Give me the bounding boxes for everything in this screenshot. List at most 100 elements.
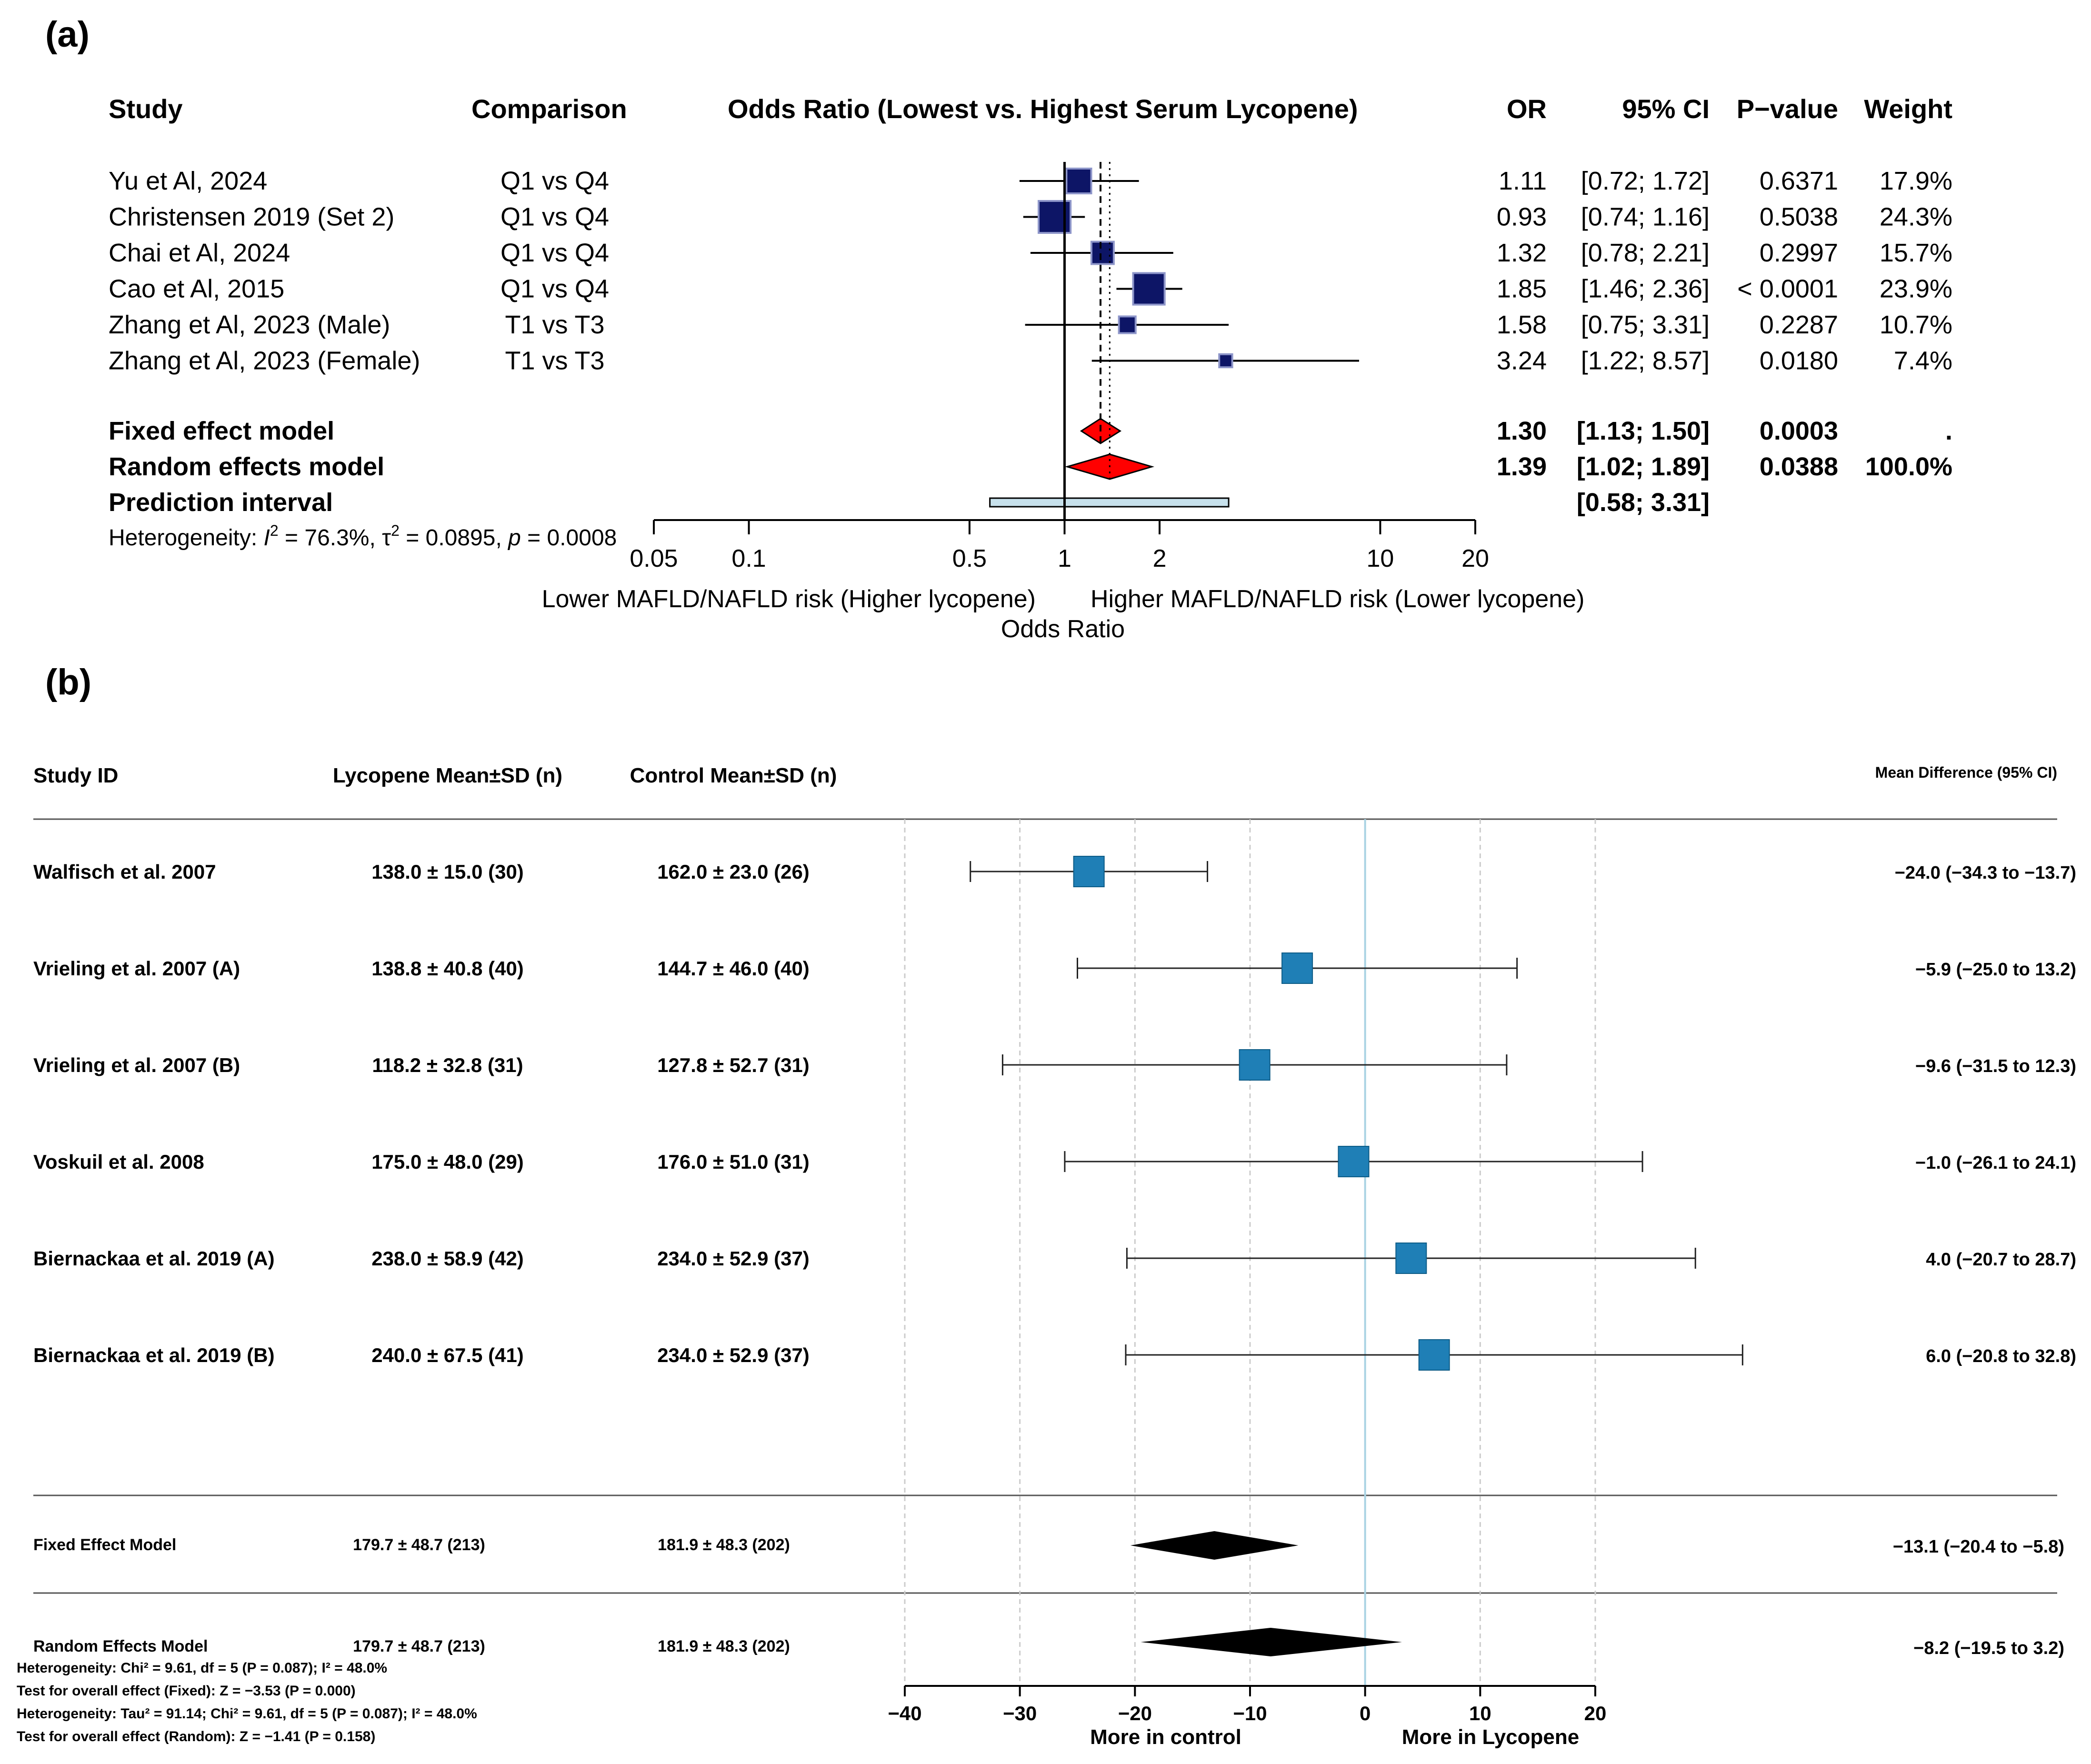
mean-difference: 4.0 (−20.7 to 28.7) (1926, 1250, 2076, 1270)
comparison: Q1 vs Q4 (500, 167, 609, 195)
panel-a-x-axis-title: Odds Ratio (1001, 615, 1125, 643)
fixed-model-or: 1.30 (1497, 417, 1547, 445)
fixed-model-weight: . (1945, 417, 1952, 445)
ci-value: [0.74; 1.16] (1581, 203, 1710, 231)
header-mean-difference: Mean Difference (95% CI) (1875, 764, 2057, 781)
x-tick-label-a: 20 (1461, 545, 1489, 572)
x-tick-label-a: 0.05 (630, 545, 678, 572)
header-p-value: P−value (1737, 94, 1838, 124)
x-tick-label-b: 20 (1584, 1702, 1607, 1724)
fixed-model-lycopene: 179.7 ± 48.7 (213) (353, 1536, 485, 1554)
x-tick-label-b: −10 (1233, 1702, 1267, 1724)
weight-value: 17.9% (1880, 167, 1952, 195)
heterogeneity-a-p-value: = 0.0008 (521, 525, 617, 551)
header-study: Study (109, 94, 183, 124)
lycopene-mean-sd: 240.0 ± 67.5 (41) (371, 1344, 524, 1366)
header-or: OR (1507, 94, 1547, 124)
lycopene-mean-sd: 238.0 ± 58.9 (42) (371, 1247, 524, 1270)
heterogeneity-a: Heterogeneity: I2 = 76.3%, τ2 = 0.0895, … (109, 522, 617, 551)
mean-difference: −24.0 (−34.3 to −13.7) (1895, 863, 2076, 883)
fixed-model-p: 0.0003 (1760, 417, 1838, 445)
control-mean-sd: 144.7 ± 46.0 (40) (657, 957, 810, 980)
comparison: Q1 vs Q4 (500, 203, 609, 231)
random-diamond-b (1141, 1628, 1402, 1656)
footnote-1: Heterogeneity: Chi² = 9.61, df = 5 (P = … (17, 1660, 387, 1676)
random-model-name-b: Random Effects Model (33, 1637, 208, 1655)
study-name: Chai et Al, 2024 (109, 239, 290, 267)
p-value: 0.2997 (1760, 239, 1838, 267)
random-model-ci: [1.02; 1.89] (1577, 452, 1710, 481)
header-control: Control Mean±SD (n) (630, 764, 837, 787)
heterogeneity-a-tau-sup: 2 (391, 522, 400, 539)
header-weight: Weight (1864, 94, 1952, 124)
footnote-3: Heterogeneity: Tau² = 91.14; Chi² = 9.61… (17, 1706, 477, 1722)
random-model-weight: 100.0% (1865, 452, 1952, 481)
footnote-4: Test for overall effect (Random): Z = −1… (17, 1729, 375, 1744)
study-id: Voskuil et al. 2008 (33, 1151, 204, 1173)
panel-b-marks: −40 −30 −20 −10 0 10 20 (888, 819, 1743, 1724)
study-square (1132, 272, 1166, 306)
fixed-model-name: Fixed effect model (109, 417, 334, 445)
fixed-model-control: 181.9 ± 48.3 (202) (658, 1536, 790, 1554)
weight-value: 15.7% (1880, 239, 1952, 267)
study-square-b (1073, 856, 1105, 887)
control-mean-sd: 234.0 ± 52.9 (37) (657, 1247, 810, 1270)
ci-value: [0.75; 3.31] (1581, 311, 1710, 339)
weight-value: 7.4% (1894, 347, 1952, 375)
prediction-interval-bar (989, 497, 1230, 508)
fixed-model-md: −13.1 (−20.4 to −5.8) (1893, 1537, 2064, 1557)
header-lycopene: Lycopene Mean±SD (n) (333, 764, 562, 787)
study-id: Biernackaa et al. 2019 (A) (33, 1247, 275, 1270)
panel-a-marks: 0.05 0.1 0.5 1 2 10 20 (630, 162, 1489, 572)
heterogeneity-a-i: I (264, 525, 270, 551)
panel-b-right-label: More in Lycopene (1402, 1725, 1579, 1749)
lycopene-mean-sd: 138.0 ± 15.0 (30) (371, 861, 524, 883)
random-model-p: 0.0388 (1760, 452, 1838, 481)
x-tick-label-b: 10 (1469, 1702, 1491, 1724)
study-name: Yu et Al, 2024 (109, 167, 267, 195)
fixed-diamond-b (1130, 1531, 1299, 1560)
weight-value: 10.7% (1880, 311, 1952, 339)
comparison: Q1 vs Q4 (500, 275, 609, 303)
ci-value: [0.72; 1.72] (1581, 167, 1710, 195)
study-name: Christensen 2019 (Set 2) (109, 203, 394, 231)
ci-value: [1.22; 8.57] (1581, 347, 1710, 375)
study-square (1218, 353, 1233, 369)
p-value: 0.6371 (1760, 167, 1838, 195)
random-model-name: Random effects model (109, 452, 384, 481)
study-id: Biernackaa et al. 2019 (B) (33, 1344, 275, 1366)
x-tick-label-a: 10 (1367, 545, 1394, 572)
random-model-lycopene: 179.7 ± 48.7 (213) (353, 1637, 485, 1655)
mean-difference: 6.0 (−20.8 to 32.8) (1926, 1346, 2076, 1366)
study-square (1118, 315, 1137, 334)
comparison: T1 vs T3 (505, 347, 604, 375)
header-comparison: Comparison (471, 94, 627, 124)
random-model-md: −8.2 (−19.5 to 3.2) (1913, 1638, 2064, 1658)
study-name: Cao et Al, 2015 (109, 275, 284, 303)
study-square (1065, 167, 1092, 195)
p-value: 0.0180 (1760, 347, 1838, 375)
p-value: 0.5038 (1760, 203, 1838, 231)
footnote-2: Test for overall effect (Fixed): Z = −3.… (17, 1683, 356, 1699)
weight-value: 24.3% (1880, 203, 1952, 231)
panel-a-label: (a) (45, 14, 90, 55)
or-value: 3.24 (1497, 347, 1547, 375)
study-square-b (1338, 1146, 1370, 1177)
random-model-or: 1.39 (1497, 452, 1547, 481)
control-mean-sd: 162.0 ± 23.0 (26) (657, 861, 810, 883)
x-tick-label-a: 0.1 (731, 545, 766, 572)
heterogeneity-a-p: p (507, 525, 521, 551)
study-square-b (1239, 1049, 1271, 1081)
study-id: Vrieling et al. 2007 (B) (33, 1054, 240, 1076)
ci-value: [0.78; 2.21] (1581, 239, 1710, 267)
x-tick-label-a: 0.5 (952, 545, 987, 572)
study-square-b (1395, 1243, 1427, 1274)
or-value: 0.93 (1497, 203, 1547, 231)
lycopene-mean-sd: 118.2 ± 32.8 (31) (372, 1054, 523, 1076)
panel-a-rows: Yu et Al, 2024 Q1 vs Q4 1.11 [0.72; 1.72] 0.… (109, 167, 1952, 517)
panel-a-left-label: Lower MAFLD/NAFLD risk (Higher lycopene) (542, 585, 1036, 613)
study-id: Walfisch et al. 2007 (33, 861, 216, 883)
random-model-control: 181.9 ± 48.3 (202) (658, 1637, 790, 1655)
heterogeneity-a-i-sup: 2 (270, 522, 279, 539)
